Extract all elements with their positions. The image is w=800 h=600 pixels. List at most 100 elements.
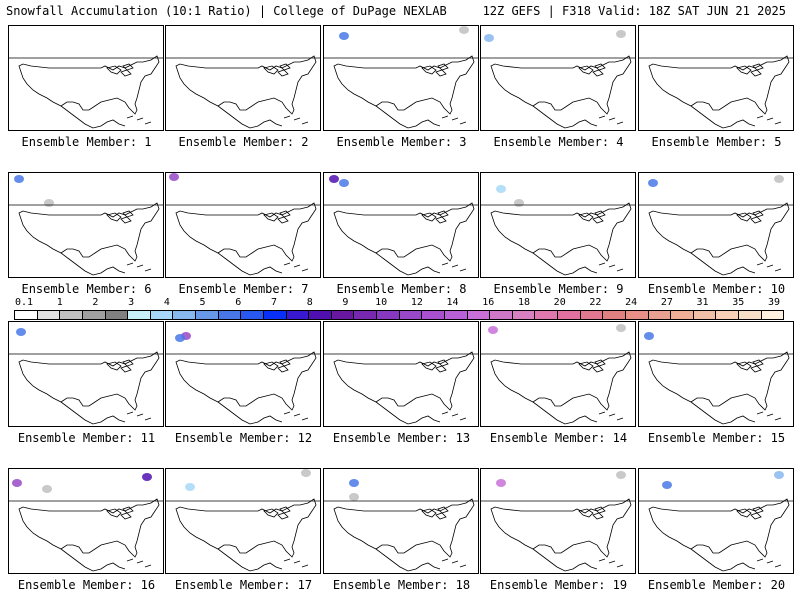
- snowfall-area: [349, 479, 359, 487]
- ensemble-member-label: Ensemble Member: 18: [332, 578, 471, 592]
- snowfall-area: [349, 493, 359, 501]
- colorbar-tick: 9: [342, 297, 349, 308]
- colorbar-swatch: [15, 311, 38, 319]
- colorbar-tick: 12: [410, 297, 423, 308]
- great-lakes-outline: [421, 63, 449, 77]
- colorbar-swatch: [399, 311, 423, 319]
- great-lakes-outline: [106, 506, 134, 520]
- mexico-coastline: [690, 105, 756, 129]
- map-title: Snowfall Accumulation (10:1 Ratio) | Col…: [6, 4, 447, 18]
- colorbar-tick: 3: [128, 297, 135, 308]
- colorbar-tick: 31: [696, 297, 709, 308]
- snowfall-area: [496, 479, 506, 487]
- colorbar-tick: 27: [660, 297, 673, 308]
- colorbar-tick: 22: [589, 297, 602, 308]
- great-lakes-outline: [421, 359, 449, 373]
- colorbar-swatch: [716, 311, 739, 319]
- snowfall-area: [774, 471, 784, 479]
- colorbar-tick: 5: [199, 297, 206, 308]
- colorbar-tick: 24: [625, 297, 638, 308]
- great-lakes-outline: [578, 63, 606, 77]
- colorbar-swatch: [761, 311, 784, 319]
- colorbar-tick: 10: [375, 297, 388, 308]
- us-basemap: [639, 55, 793, 129]
- colorbar-swatch: [648, 311, 672, 319]
- mexico-coastline: [690, 252, 756, 276]
- colorbar-swatch: [535, 311, 558, 319]
- colorbar-swatch: [218, 311, 242, 319]
- mexico-coastline: [375, 548, 441, 572]
- ensemble-member-label: Ensemble Member: 9: [493, 282, 624, 296]
- colorbar-tick: 0.1: [14, 297, 34, 308]
- us-coastline: [175, 202, 317, 262]
- ensemble-member-map: [165, 25, 321, 131]
- mexico-coastline: [60, 401, 126, 425]
- colorbar-swatch: [580, 311, 604, 319]
- us-basemap: [166, 55, 320, 129]
- caribbean-islands: [441, 411, 467, 421]
- colorbar-tick: 7: [270, 297, 278, 308]
- colorbar-tick: 8: [306, 297, 313, 308]
- colorbar-swatch: [603, 311, 626, 319]
- great-lakes-outline: [578, 359, 606, 373]
- ensemble-member-label: Ensemble Member: 16: [17, 578, 156, 592]
- caribbean-islands: [756, 262, 782, 272]
- us-coastline: [18, 498, 160, 558]
- us-basemap: [166, 173, 320, 276]
- mexico-coastline: [532, 105, 598, 129]
- ensemble-member-map: [638, 321, 794, 427]
- caribbean-islands: [126, 262, 152, 272]
- ensemble-member-label: Ensemble Member: 4: [493, 135, 624, 149]
- us-basemap: [324, 351, 478, 425]
- us-basemap: [166, 332, 320, 425]
- colorbar-swatch: [37, 311, 61, 319]
- caribbean-islands: [598, 411, 624, 421]
- colorbar-swatch: [286, 311, 310, 319]
- colorbar-swatch: [82, 311, 106, 319]
- ensemble-member-label: Ensemble Member: 11: [17, 431, 156, 445]
- ensemble-member-map: [8, 321, 164, 427]
- ensemble-member-map: [165, 468, 321, 574]
- snowfall-area: [16, 328, 26, 336]
- snowfall-area: [339, 32, 349, 40]
- mexico-coastline: [375, 252, 441, 276]
- us-coastline: [175, 498, 317, 558]
- caribbean-islands: [756, 411, 782, 421]
- ensemble-member-map: [323, 468, 479, 574]
- us-basemap: [166, 469, 320, 572]
- snowfall-area: [459, 26, 469, 34]
- colorbar-swatch: [128, 311, 151, 319]
- us-coastline: [333, 55, 475, 115]
- great-lakes-outline: [578, 506, 606, 520]
- snowfall-area: [774, 175, 784, 183]
- mexico-coastline: [217, 105, 283, 129]
- great-lakes-outline: [736, 359, 764, 373]
- colorbar-tick: 2: [92, 297, 99, 308]
- colorbar-swatch: [625, 311, 649, 319]
- snowfall-area: [329, 175, 339, 183]
- snowfall-area: [44, 199, 54, 207]
- ensemble-member-map: [638, 468, 794, 574]
- us-coastline: [490, 202, 632, 262]
- snowfall-area: [616, 471, 626, 479]
- ensemble-member-map: [480, 321, 636, 427]
- ensemble-member-label: Ensemble Member: 8: [336, 282, 467, 296]
- mexico-coastline: [690, 548, 756, 572]
- snowfall-area: [12, 479, 22, 487]
- ensemble-member-map: [638, 172, 794, 278]
- caribbean-islands: [598, 115, 624, 125]
- ensemble-member-map: [8, 172, 164, 278]
- us-coastline: [648, 498, 790, 558]
- great-lakes-outline: [421, 210, 449, 224]
- colorbar-swatch: [263, 311, 287, 319]
- caribbean-islands: [756, 115, 782, 125]
- us-coastline: [18, 55, 160, 115]
- us-coastline: [18, 351, 160, 411]
- mexico-coastline: [532, 548, 598, 572]
- ensemble-member-map: [8, 468, 164, 574]
- colorbar-tick: 1: [56, 297, 63, 308]
- snowfall-colorbar: [14, 310, 784, 320]
- caribbean-islands: [283, 262, 309, 272]
- snowfall-area: [648, 179, 658, 187]
- us-coastline: [490, 55, 632, 115]
